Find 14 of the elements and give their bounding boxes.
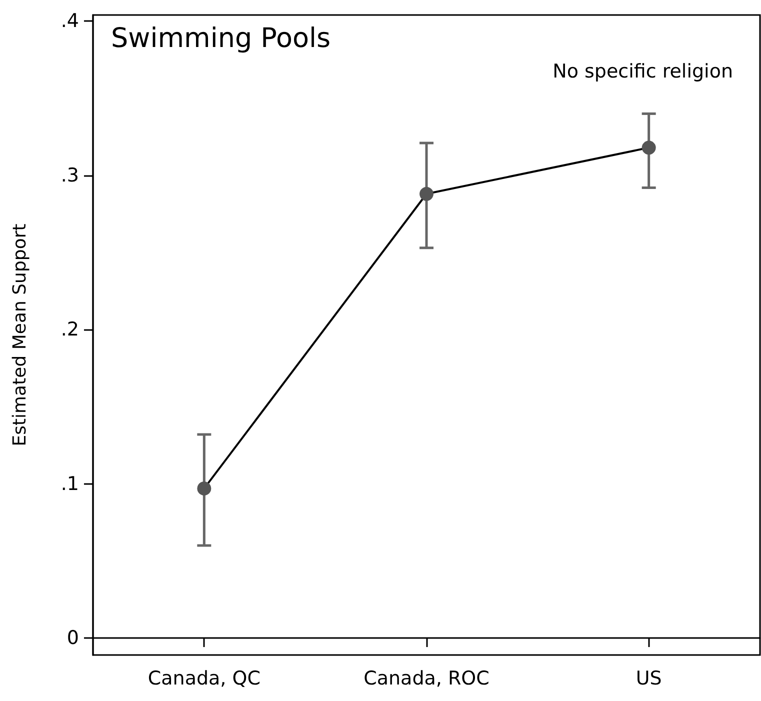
y-tick-label: 0	[66, 627, 79, 650]
x-tick-label: Canada, ROC	[364, 668, 490, 690]
point	[197, 481, 212, 496]
chart-title: Swimming Pools	[111, 23, 331, 54]
y-tick-label: .2	[60, 318, 79, 341]
x-tick-label: Canada, QC	[148, 668, 260, 690]
x-tick-label: US	[636, 668, 662, 690]
y-axis-title: Estimated Mean Support	[10, 224, 30, 446]
point	[420, 186, 434, 201]
y-tick-label: .4	[60, 10, 79, 32]
y-tick-label: .3	[60, 164, 79, 186]
annotation: No specific religion	[552, 60, 734, 82]
point	[642, 140, 656, 155]
y-tick-label: .1	[60, 472, 79, 495]
